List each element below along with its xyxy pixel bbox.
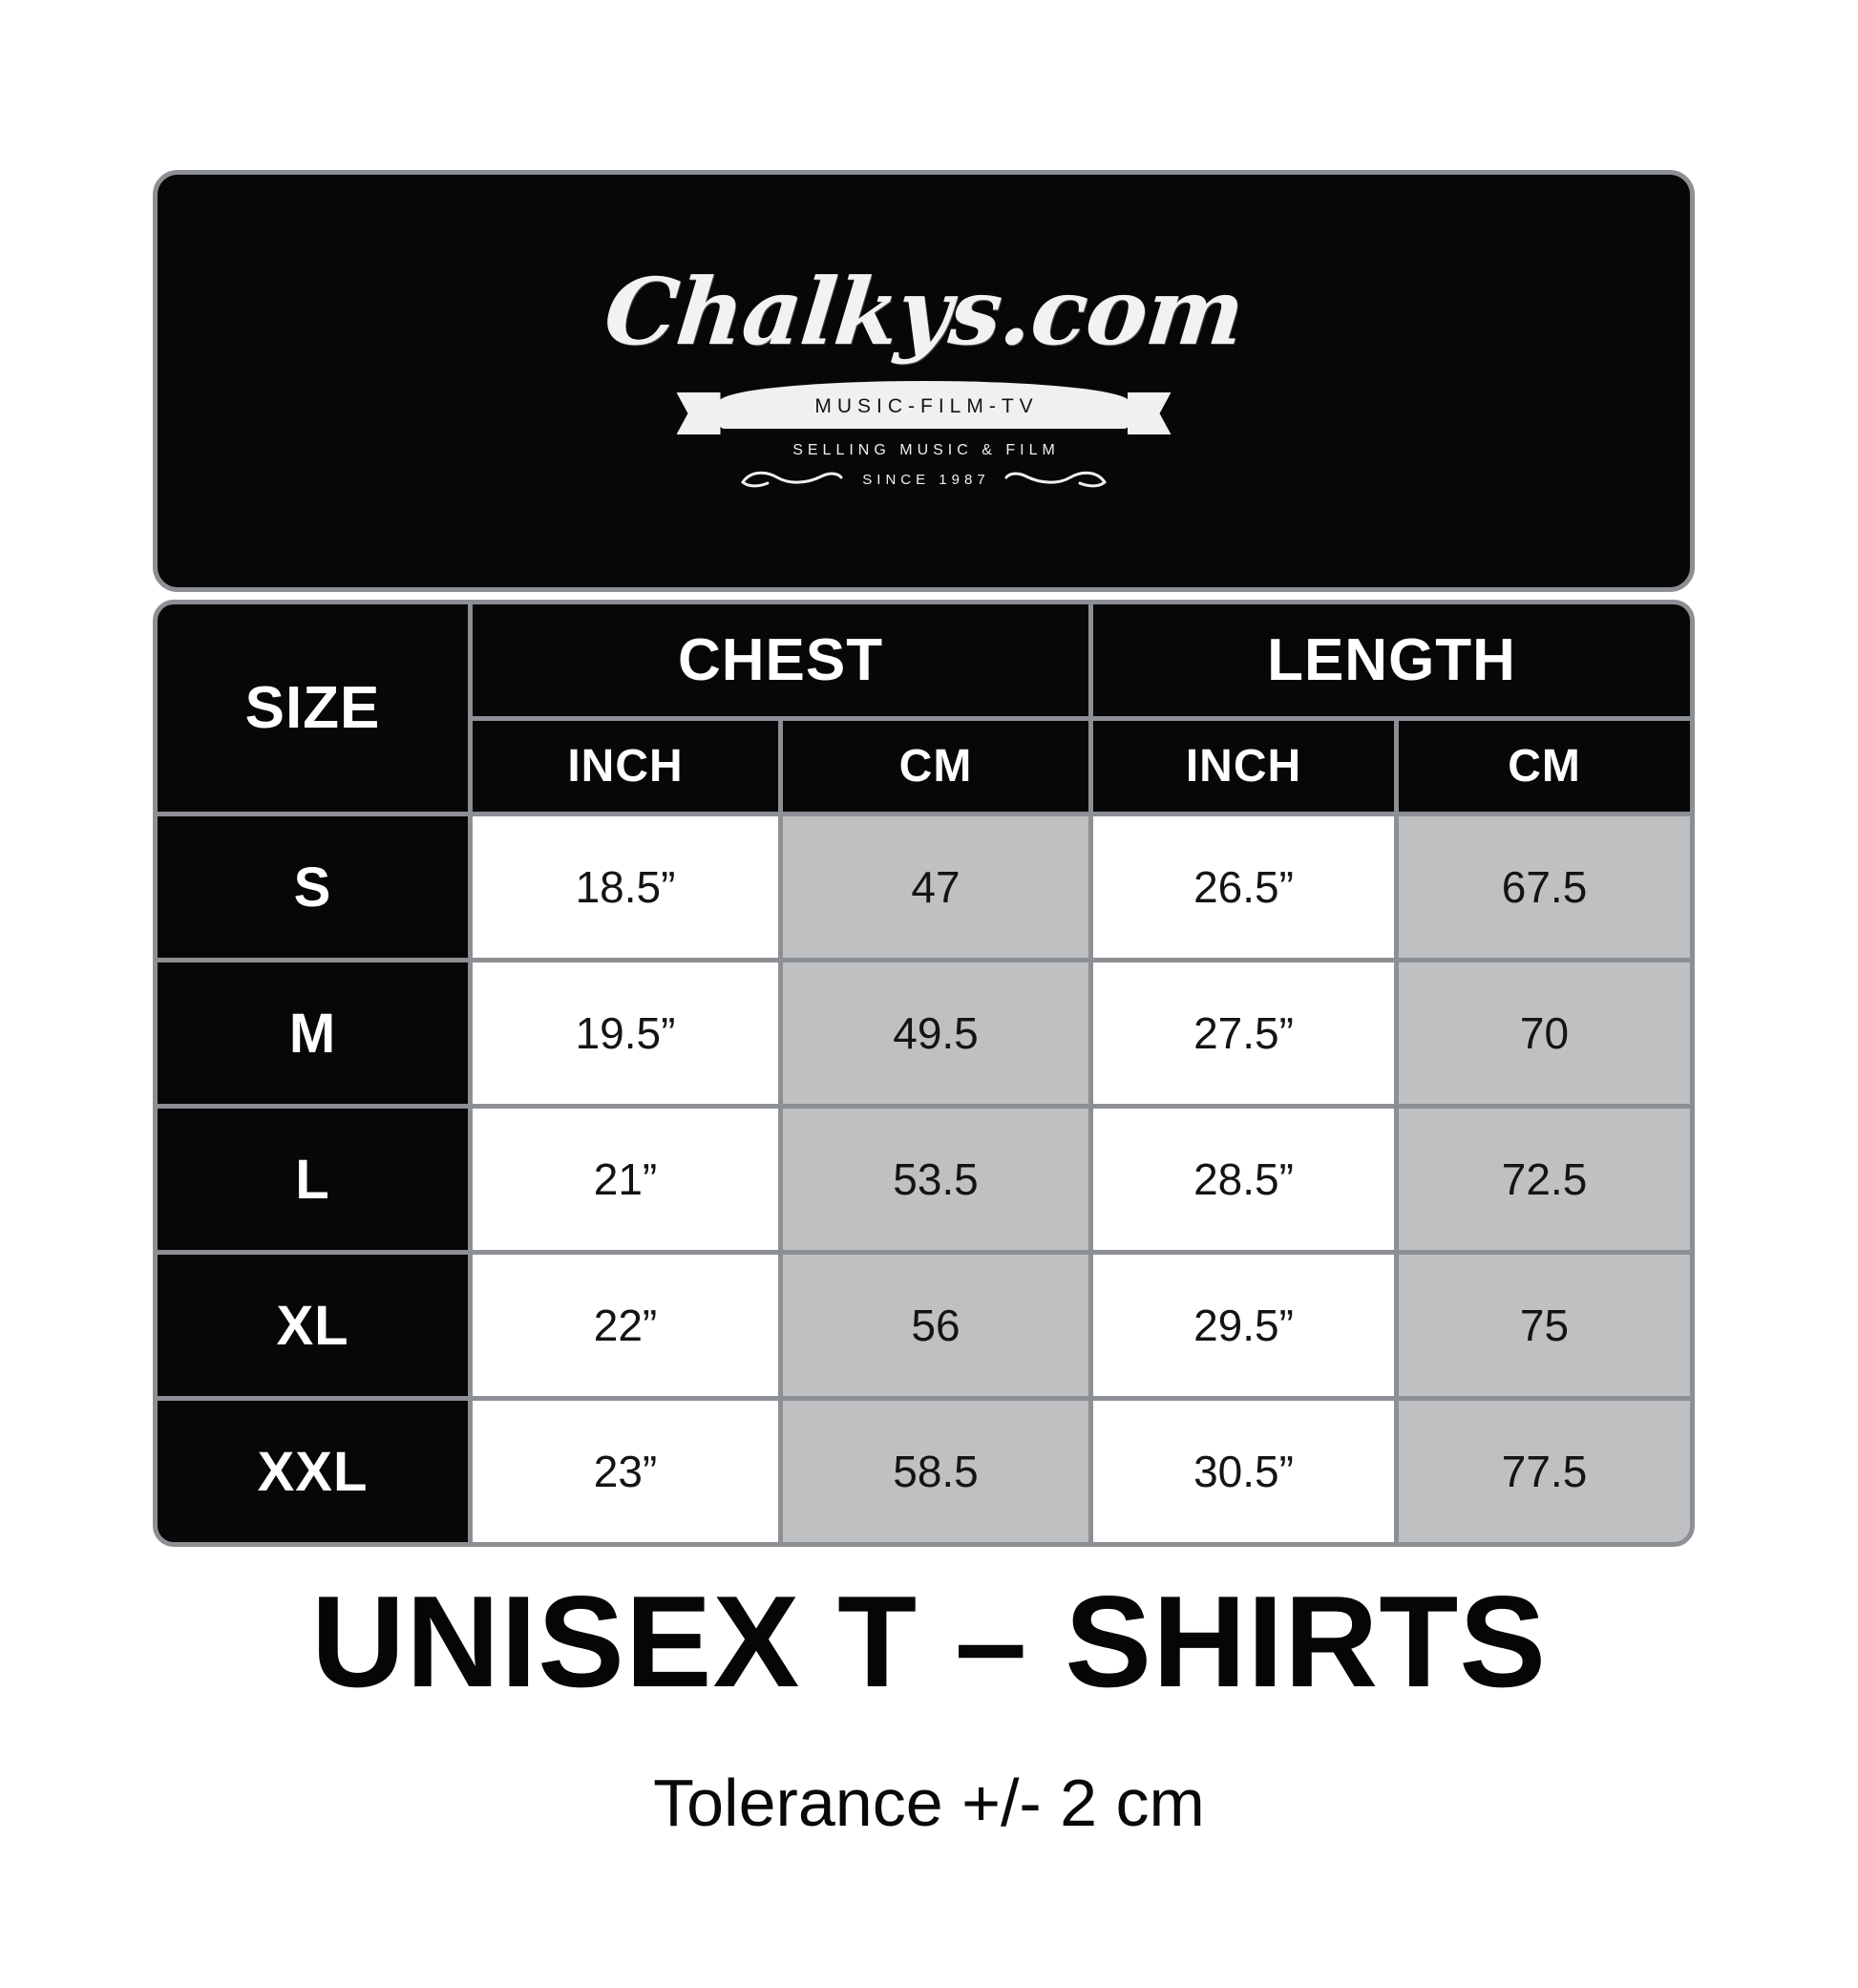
cell-xl-length-inch: 29.5” <box>1093 1255 1400 1401</box>
cell-m-chest-inch: 19.5” <box>473 962 783 1109</box>
brand-tagline: SELLING MUSIC & FILM <box>792 442 1060 458</box>
page-title: UNISEX T – SHIRTS <box>310 1569 1548 1714</box>
cell-xxl-chest-inch: 23” <box>473 1401 783 1542</box>
table-row: S 18.5” 47 26.5” 67.5 <box>158 816 1690 962</box>
table-row: XL 22” 56 29.5” 75 <box>158 1255 1690 1401</box>
table-header-row-units: INCH CM INCH CM <box>158 721 1690 816</box>
header-chest-cm: CM <box>783 721 1094 816</box>
cell-xl-chest-cm: 56 <box>783 1255 1094 1401</box>
ribbon-tail-left-icon <box>676 392 721 434</box>
header-length-inch: INCH <box>1093 721 1400 816</box>
cell-xl-chest-inch: 22” <box>473 1255 783 1401</box>
row-size-s: S <box>158 816 473 962</box>
brand-since-row: SINCE 1987 <box>739 469 1108 490</box>
brand-logo-panel: Chalkys.com MUSIC-FILM-TV SELLING MUSIC … <box>153 170 1695 592</box>
cell-l-length-inch: 28.5” <box>1093 1109 1400 1255</box>
header-chest-inch: INCH <box>473 721 783 816</box>
table-header-row-groups: SIZE CHEST LENGTH <box>158 604 1690 816</box>
cell-xxl-length-inch: 30.5” <box>1093 1401 1400 1542</box>
flourish-right-icon <box>1004 471 1107 488</box>
cell-m-chest-cm: 49.5 <box>783 962 1094 1109</box>
cell-l-length-cm: 72.5 <box>1399 1109 1690 1255</box>
row-size-xl: XL <box>158 1255 473 1401</box>
table-row: XXL 23” 58.5 30.5” 77.5 <box>158 1401 1690 1542</box>
cell-s-length-inch: 26.5” <box>1093 816 1400 962</box>
cell-l-chest-inch: 21” <box>473 1109 783 1255</box>
cell-xl-length-cm: 75 <box>1399 1255 1690 1401</box>
table-row: L 21” 53.5 28.5” 72.5 <box>158 1109 1690 1255</box>
size-chart-table: SIZE CHEST LENGTH INCH CM INCH CM S 18.5… <box>153 600 1695 1547</box>
row-size-l: L <box>158 1109 473 1255</box>
cell-s-chest-inch: 18.5” <box>473 816 783 962</box>
brand-logo-stack: Chalkys.com MUSIC-FILM-TV SELLING MUSIC … <box>158 175 1690 587</box>
ribbon-label: MUSIC-FILM-TV <box>814 394 1039 417</box>
cell-s-chest-cm: 47 <box>783 816 1094 962</box>
tolerance-note: Tolerance +/- 2 cm <box>653 1766 1205 1840</box>
header-size: SIZE <box>158 604 473 816</box>
cell-xxl-chest-cm: 58.5 <box>783 1401 1094 1542</box>
flourish-left-icon <box>741 471 843 488</box>
table-row: M 19.5” 49.5 27.5” 70 <box>158 962 1690 1109</box>
ribbon-tail-right-icon <box>1127 392 1172 434</box>
brand-since-label: SINCE 1987 <box>862 471 990 488</box>
cell-xxl-length-cm: 77.5 <box>1399 1401 1690 1542</box>
cell-m-length-inch: 27.5” <box>1093 962 1400 1109</box>
row-size-m: M <box>158 962 473 1109</box>
ribbon-banner-icon: MUSIC-FILM-TV <box>718 381 1130 429</box>
header-group-chest: CHEST <box>473 604 1094 721</box>
header-group-length: LENGTH <box>1093 604 1690 721</box>
brand-ribbon: MUSIC-FILM-TV <box>676 381 1172 434</box>
header-length-cm: CM <box>1399 721 1690 816</box>
row-size-xxl: XXL <box>158 1401 473 1542</box>
cell-m-length-cm: 70 <box>1399 962 1690 1109</box>
cell-l-chest-cm: 53.5 <box>783 1109 1094 1255</box>
brand-name: Chalkys.com <box>599 258 1249 366</box>
cell-s-length-cm: 67.5 <box>1399 816 1690 962</box>
